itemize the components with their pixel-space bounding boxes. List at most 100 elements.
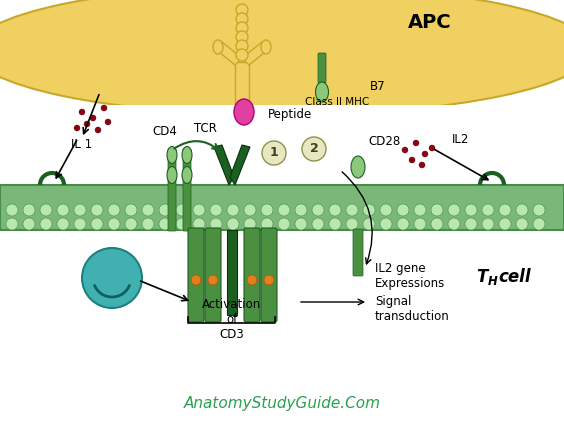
FancyBboxPatch shape <box>205 228 221 322</box>
Circle shape <box>499 204 511 216</box>
Ellipse shape <box>182 167 192 184</box>
Circle shape <box>208 275 218 285</box>
Circle shape <box>193 218 205 230</box>
Circle shape <box>278 204 290 216</box>
Circle shape <box>295 204 307 216</box>
Circle shape <box>210 218 222 230</box>
Text: cell: cell <box>498 268 531 286</box>
Circle shape <box>329 204 341 216</box>
Circle shape <box>159 204 171 216</box>
FancyBboxPatch shape <box>183 149 191 231</box>
Circle shape <box>533 218 545 230</box>
Circle shape <box>79 109 85 115</box>
Polygon shape <box>230 145 250 185</box>
Circle shape <box>262 141 286 165</box>
Circle shape <box>193 204 205 216</box>
Ellipse shape <box>0 0 564 115</box>
Circle shape <box>236 4 248 16</box>
Circle shape <box>431 218 443 230</box>
Circle shape <box>402 147 408 153</box>
Circle shape <box>125 218 137 230</box>
Text: AnatomyStudyGuide.Com: AnatomyStudyGuide.Com <box>183 396 381 411</box>
FancyBboxPatch shape <box>261 228 277 322</box>
Text: IL2 gene
Expressions: IL2 gene Expressions <box>375 262 445 290</box>
Text: CD4: CD4 <box>153 125 178 138</box>
Circle shape <box>533 204 545 216</box>
Circle shape <box>236 13 248 25</box>
Text: Peptide: Peptide <box>268 108 312 121</box>
Circle shape <box>57 204 69 216</box>
Text: IL2: IL2 <box>452 133 469 146</box>
Circle shape <box>23 204 35 216</box>
Circle shape <box>227 218 239 230</box>
Circle shape <box>482 204 494 216</box>
Ellipse shape <box>182 147 192 164</box>
Circle shape <box>95 127 101 133</box>
Circle shape <box>142 218 154 230</box>
Circle shape <box>482 218 494 230</box>
Ellipse shape <box>213 40 223 54</box>
Ellipse shape <box>351 156 365 178</box>
Circle shape <box>84 121 90 127</box>
FancyBboxPatch shape <box>188 228 204 322</box>
Circle shape <box>448 218 460 230</box>
Circle shape <box>312 218 324 230</box>
Circle shape <box>227 204 239 216</box>
Circle shape <box>413 140 419 146</box>
Ellipse shape <box>167 147 177 164</box>
Circle shape <box>176 218 188 230</box>
Circle shape <box>278 218 290 230</box>
Text: B7: B7 <box>370 80 386 93</box>
Circle shape <box>40 204 52 216</box>
Circle shape <box>312 204 324 216</box>
Circle shape <box>108 204 120 216</box>
Ellipse shape <box>167 167 177 184</box>
Circle shape <box>414 204 426 216</box>
Circle shape <box>244 204 256 216</box>
Text: IL 1: IL 1 <box>72 138 92 151</box>
Circle shape <box>6 218 18 230</box>
Circle shape <box>465 218 477 230</box>
Circle shape <box>247 275 257 285</box>
Circle shape <box>295 218 307 230</box>
Circle shape <box>516 218 528 230</box>
Circle shape <box>329 218 341 230</box>
Text: T$_\mathregular{H}$: T$_\mathregular{H}$ <box>476 267 499 287</box>
Circle shape <box>419 162 425 168</box>
Circle shape <box>264 275 274 285</box>
Text: 2: 2 <box>310 142 318 156</box>
Circle shape <box>409 157 415 163</box>
Circle shape <box>346 204 358 216</box>
Circle shape <box>125 204 137 216</box>
Circle shape <box>57 218 69 230</box>
FancyBboxPatch shape <box>318 53 326 83</box>
Text: TCR: TCR <box>193 122 217 135</box>
Text: CD28: CD28 <box>368 135 400 148</box>
Circle shape <box>422 151 428 157</box>
Polygon shape <box>214 42 242 65</box>
Text: Class II MHC: Class II MHC <box>305 97 369 107</box>
Circle shape <box>82 248 142 308</box>
Circle shape <box>236 49 248 61</box>
Circle shape <box>74 125 80 131</box>
Circle shape <box>380 218 392 230</box>
Ellipse shape <box>234 99 254 125</box>
Circle shape <box>40 218 52 230</box>
Circle shape <box>346 218 358 230</box>
Circle shape <box>236 40 248 52</box>
Circle shape <box>101 105 107 111</box>
Text: 1: 1 <box>270 147 279 159</box>
Circle shape <box>448 204 460 216</box>
Circle shape <box>429 145 435 151</box>
Circle shape <box>465 204 477 216</box>
Text: Activation
of
CD3: Activation of CD3 <box>202 298 262 341</box>
Text: APC: APC <box>408 13 452 32</box>
Polygon shape <box>214 145 234 185</box>
Circle shape <box>244 218 256 230</box>
Circle shape <box>91 204 103 216</box>
Circle shape <box>105 119 111 125</box>
Circle shape <box>236 22 248 34</box>
Polygon shape <box>227 230 237 315</box>
Circle shape <box>91 218 103 230</box>
Circle shape <box>159 218 171 230</box>
